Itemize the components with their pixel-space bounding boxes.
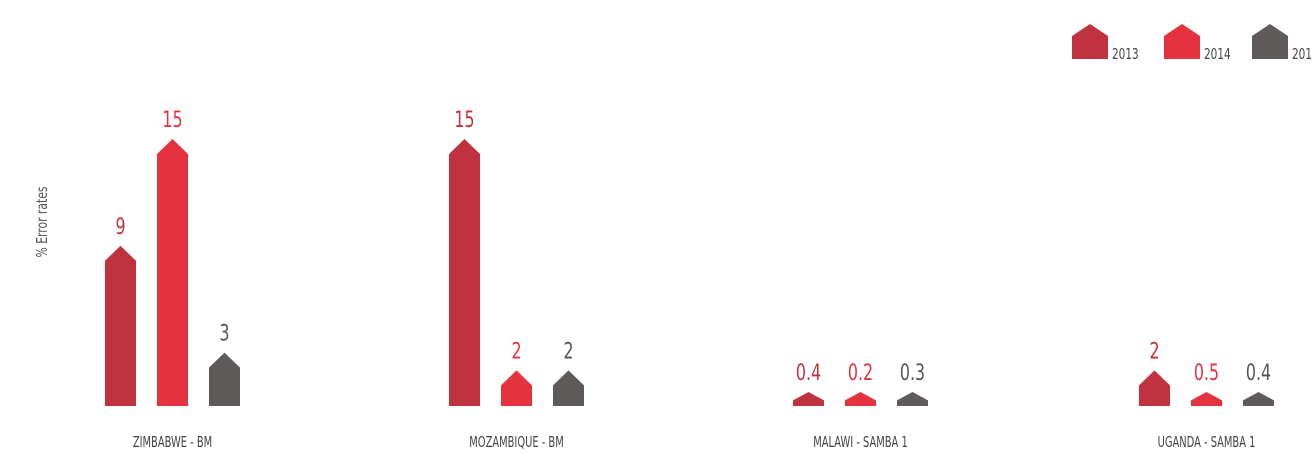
legend-icon-2013 [1072, 24, 1108, 59]
value-label-201-2: 0.3 [900, 359, 925, 385]
x-tick-label-0: ZIMBABWE - BM [133, 433, 212, 451]
value-label-2013-0: 9 [115, 213, 125, 239]
value-label-201-3: 0.4 [1246, 359, 1271, 385]
bar-2013-0 [105, 245, 136, 406]
bars-group [105, 139, 1274, 406]
x-tick-label-3: UGANDA - SAMBA 1 [1158, 433, 1256, 451]
value-labels-group: 9 15 3 15 2 2 0.4 0.2 0.3 2 0.5 0.4 [115, 106, 1271, 385]
bar-201-3 [1243, 392, 1274, 406]
value-label-201-1: 2 [563, 338, 573, 364]
legend-label-2013: 2013 [1112, 46, 1139, 63]
legend: 2013 2014 201 [1072, 24, 1312, 64]
y-axis-label: % Error rates [34, 186, 51, 257]
x-tick-labels-group: ZIMBABWE - BM MOZAMBIQUE - BM MALAWI - SAM… [133, 433, 1256, 451]
bar-2014-3 [1191, 392, 1222, 406]
bar-2013-3 [1139, 370, 1170, 406]
value-label-201-0: 3 [219, 320, 229, 346]
value-label-2014-0: 15 [162, 106, 182, 132]
bar-2014-1 [501, 370, 532, 406]
legend-icon-2014 [1164, 24, 1200, 59]
value-label-2013-1: 15 [454, 106, 474, 132]
legend-icon-201 [1252, 24, 1288, 59]
value-label-2014-3: 0.5 [1194, 359, 1219, 385]
legend-label-201: 201 [1292, 46, 1312, 63]
x-tick-label-1: MOZAMBIQUE - BM [469, 433, 563, 451]
bar-201-1 [553, 370, 584, 406]
value-label-2013-3: 2 [1149, 338, 1159, 364]
bar-201-2 [897, 392, 928, 406]
x-tick-label-2: MALAWI - SAMBA 1 [813, 433, 908, 451]
value-label-2014-1: 2 [511, 338, 521, 364]
value-label-2014-2: 0.2 [848, 359, 873, 385]
bar-2014-0 [157, 139, 188, 406]
bar-2014-2 [845, 392, 876, 406]
value-label-2013-2: 0.4 [796, 359, 821, 385]
bar-2013-2 [793, 392, 824, 406]
bar-201-0 [209, 352, 240, 406]
legend-label-2014: 2014 [1204, 46, 1231, 63]
bar-2013-1 [449, 139, 480, 406]
